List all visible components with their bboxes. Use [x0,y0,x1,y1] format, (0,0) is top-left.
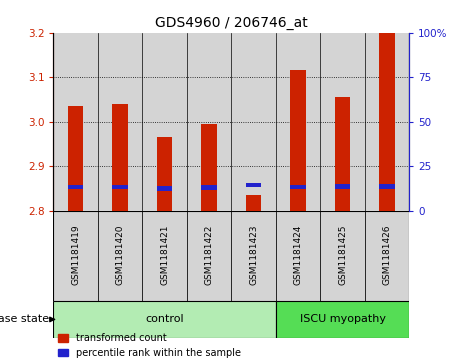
Bar [379,184,395,189]
Bar [320,33,365,211]
Bar [157,137,173,211]
Bar [365,33,409,211]
Bar [276,33,320,211]
Bar [379,33,395,211]
Bar [113,104,128,211]
Bar [231,33,276,211]
Bar [187,33,231,211]
Bar [276,211,320,301]
Bar [320,211,365,301]
Text: GSM1181421: GSM1181421 [160,224,169,285]
Bar [157,186,173,191]
Text: GSM1181425: GSM1181425 [338,224,347,285]
Bar [246,183,261,187]
Legend: transformed count, percentile rank within the sample: transformed count, percentile rank withi… [58,333,241,358]
Bar [113,185,128,189]
Text: GSM1181424: GSM1181424 [293,224,303,285]
Text: GSM1181420: GSM1181420 [116,224,125,285]
Bar [98,211,142,301]
Text: GSM1181426: GSM1181426 [383,224,392,285]
Text: ISCU myopathy: ISCU myopathy [299,314,385,325]
Bar [365,211,409,301]
Text: GSM1181422: GSM1181422 [205,224,213,285]
Bar [335,184,350,189]
Bar [201,124,217,211]
Bar [246,195,261,211]
Text: GSM1181423: GSM1181423 [249,224,258,285]
Text: disease state: disease state [0,314,49,325]
Bar [142,33,187,211]
Bar [68,106,84,211]
Bar [142,211,187,301]
Bar [290,70,306,211]
Text: control: control [146,314,184,325]
Bar [53,33,98,211]
Bar [53,211,98,301]
Bar [187,211,232,301]
Bar [232,211,276,301]
Text: GSM1181419: GSM1181419 [71,224,80,285]
Bar [53,301,276,338]
Bar [276,301,409,338]
Bar [335,97,350,211]
Bar [290,185,306,189]
Bar [68,185,84,189]
Title: GDS4960 / 206746_at: GDS4960 / 206746_at [155,16,308,30]
Bar [201,185,217,189]
Bar [98,33,142,211]
